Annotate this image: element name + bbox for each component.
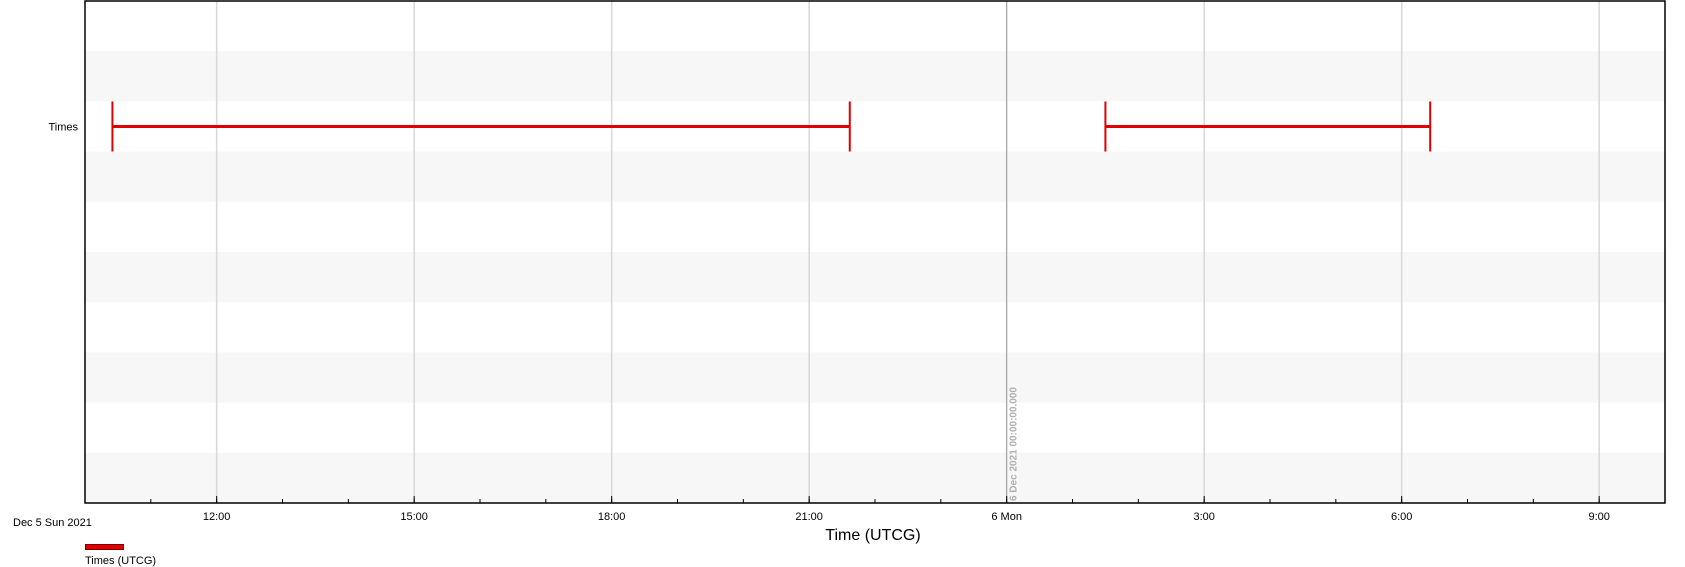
legend-label: Times (UTCG) [85, 555, 157, 567]
marker-label: 6 Dec 2021 00:00:00.000 [1009, 387, 1020, 501]
row-band [85, 151, 1665, 202]
start-date-label: Dec 5 Sun 2021 [13, 517, 92, 529]
interval-bar [111, 101, 851, 152]
interval-bars [111, 101, 1432, 152]
tick-label: 3:00 [1193, 511, 1214, 523]
row-band [85, 252, 1665, 303]
row-bands [85, 51, 1665, 503]
tick-label: 6:00 [1391, 511, 1412, 523]
row-band [85, 51, 1665, 102]
tick-label: 15:00 [400, 511, 428, 523]
tick-label: 12:00 [203, 511, 231, 523]
legend-swatch [85, 544, 124, 550]
tick-label: 21:00 [795, 511, 823, 523]
tick-label: 6 Mon [991, 511, 1022, 523]
row-band [85, 452, 1665, 503]
tick-label: 9:00 [1588, 511, 1609, 523]
interval-bar [1104, 101, 1432, 152]
row-label-times: Times [48, 122, 78, 134]
row-band [85, 352, 1665, 403]
legend: Times (UTCG) [85, 544, 156, 567]
tick-label: 18:00 [598, 511, 626, 523]
x-axis-ticks: 12:00 15:00 18:00 21:00 6 Mon 3:00 6:00 9:00 [150, 496, 1610, 523]
x-axis-title: Time (UTCG) [825, 527, 920, 544]
date-marker: 6 Dec 2021 00:00:00.000 [1006, 1, 1020, 503]
